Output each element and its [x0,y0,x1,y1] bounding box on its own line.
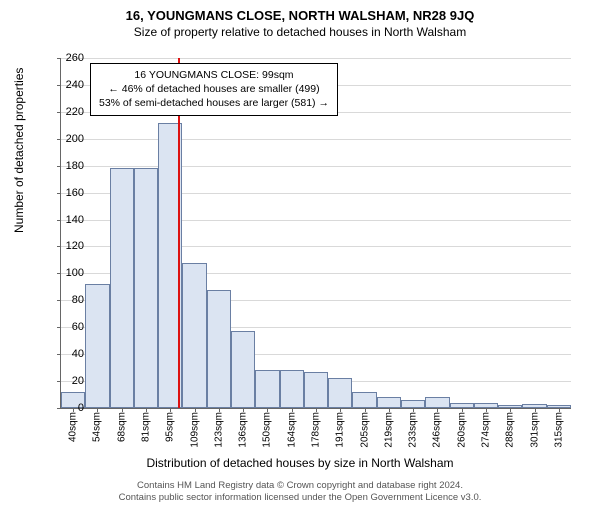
xtick-label: 260sqm [456,412,467,448]
histogram-bar [231,331,255,408]
info-box-line: 53% of semi-detached houses are larger (… [99,96,329,110]
histogram-bar [352,392,376,408]
grid-line [61,139,571,140]
xtick-label: 205sqm [359,412,370,448]
histogram-bar [377,397,401,408]
histogram-bar [280,370,304,408]
ytick-label: 200 [44,133,84,145]
ytick-label: 160 [44,187,84,199]
chart-title: 16, YOUNGMANS CLOSE, NORTH WALSHAM, NR28… [0,8,600,23]
ytick-label: 120 [44,240,84,252]
ytick-label: 40 [44,348,84,360]
ytick-label: 20 [44,375,84,387]
ytick-label: 60 [44,321,84,333]
xtick-label: 109sqm [189,412,200,448]
xtick-label: 274sqm [481,412,492,448]
chart-subtitle: Size of property relative to detached ho… [0,25,600,39]
xtick-label: 95sqm [165,412,176,442]
histogram-bar [110,168,134,408]
xtick-label: 81sqm [141,412,152,442]
grid-line [61,166,571,167]
ytick-label: 80 [44,294,84,306]
xtick-label: 246sqm [432,412,443,448]
x-axis-label: Distribution of detached houses by size … [0,456,600,470]
xtick-label: 233sqm [408,412,419,448]
xtick-label: 164sqm [286,412,297,448]
footer-line: Contains public sector information licen… [0,492,600,504]
ytick-label: 260 [44,52,84,64]
grid-line [61,58,571,59]
info-box: 16 YOUNGMANS CLOSE: 99sqm← 46% of detach… [90,63,338,116]
xtick-label: 54sqm [92,412,103,442]
ytick-label: 240 [44,79,84,91]
xtick-label: 68sqm [116,412,127,442]
xtick-label: 150sqm [262,412,273,448]
xtick-label: 178sqm [311,412,322,448]
histogram-bar [182,263,206,408]
xtick-label: 315sqm [553,412,564,448]
xtick-label: 301sqm [529,412,540,448]
ytick-label: 180 [44,160,84,172]
ytick-label: 0 [44,402,84,414]
footer-attrib: Contains HM Land Registry data © Crown c… [0,480,600,504]
histogram-bar [134,168,158,408]
histogram-bar [328,378,352,408]
xtick-label: 191sqm [335,412,346,448]
xtick-label: 123sqm [213,412,224,448]
ytick-label: 140 [44,214,84,226]
histogram-bar [85,284,109,408]
xtick-label: 40sqm [68,412,79,442]
histogram-bar [207,290,231,408]
histogram-bar [425,397,449,408]
xtick-label: 219sqm [383,412,394,448]
footer-line: Contains HM Land Registry data © Crown c… [0,480,600,492]
ytick-label: 100 [44,267,84,279]
ytick-label: 220 [44,106,84,118]
xtick-label: 136sqm [238,412,249,448]
y-axis-label: Number of detached properties [12,68,26,233]
histogram-bar [255,370,279,408]
histogram-bar [304,372,328,408]
info-box-line: ← 46% of detached houses are smaller (49… [99,82,329,96]
info-box-line: 16 YOUNGMANS CLOSE: 99sqm [99,68,329,82]
histogram-bar [401,400,425,408]
xtick-label: 288sqm [505,412,516,448]
